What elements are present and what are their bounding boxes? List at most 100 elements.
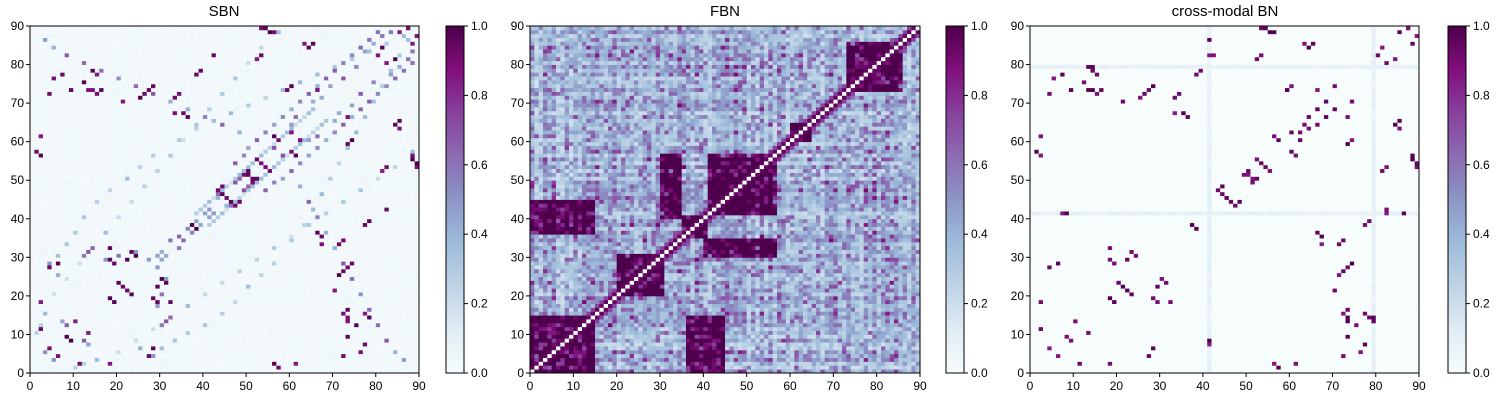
heatmap-cell xyxy=(410,184,415,188)
heatmap-cell xyxy=(324,250,329,254)
heatmap-cell xyxy=(371,219,376,223)
heatmap-cell xyxy=(358,180,363,184)
heatmap-cell xyxy=(30,338,35,342)
heatmap-cell xyxy=(82,338,87,342)
heatmap-cell xyxy=(65,176,70,180)
heatmap-cell xyxy=(190,226,195,230)
heatmap-cell xyxy=(341,203,346,207)
heatmap-cell xyxy=(116,346,121,350)
heatmap-cell xyxy=(39,161,44,165)
heatmap-cell xyxy=(324,334,329,338)
heatmap-cell xyxy=(380,300,385,304)
heatmap-cell xyxy=(242,253,247,257)
heatmap-cell xyxy=(402,277,407,281)
heatmap-cell xyxy=(164,200,169,204)
heatmap-cell xyxy=(255,238,260,242)
heatmap-cell xyxy=(121,242,126,246)
heatmap-cell xyxy=(246,304,251,308)
heatmap-cell xyxy=(129,307,134,311)
heatmap-cell xyxy=(56,284,61,288)
heatmap-cell xyxy=(410,200,415,204)
heatmap-cell xyxy=(302,165,307,169)
heatmap-cell xyxy=(259,304,264,308)
heatmap-cell xyxy=(125,169,130,173)
heatmap-cell xyxy=(134,246,139,250)
heatmap-cell xyxy=(255,346,260,350)
heatmap-cell xyxy=(354,277,359,281)
heatmap-cell xyxy=(212,261,217,265)
heatmap-cell xyxy=(341,196,346,200)
heatmap-cell xyxy=(307,288,312,292)
heatmap-cell xyxy=(298,238,303,242)
heatmap-cell xyxy=(268,253,273,257)
heatmap-cell xyxy=(233,203,238,207)
heatmap-cell xyxy=(56,188,61,192)
heatmap-cell xyxy=(39,277,44,281)
heatmap-cell xyxy=(164,246,169,250)
heatmap-cell xyxy=(233,338,238,342)
heatmap-cell xyxy=(307,284,312,288)
heatmap-cell xyxy=(263,192,268,196)
heatmap-cell xyxy=(376,327,381,331)
heatmap-cell xyxy=(246,173,251,177)
heatmap-cell xyxy=(333,253,338,257)
heatmap-cell xyxy=(207,219,212,223)
heatmap-cell xyxy=(268,280,273,284)
heatmap-cell xyxy=(371,203,376,207)
heatmap-cell xyxy=(393,311,398,315)
heatmap-cell xyxy=(402,327,407,331)
heatmap-cell xyxy=(259,265,264,269)
heatmap-cell xyxy=(173,188,178,192)
heatmap-cell xyxy=(268,307,273,311)
heatmap-cell xyxy=(65,238,70,242)
heatmap-cell xyxy=(363,215,368,219)
heatmap-cell xyxy=(311,311,316,315)
heatmap-cell xyxy=(168,334,173,338)
heatmap-cell xyxy=(294,242,299,246)
heatmap-cell xyxy=(125,292,130,296)
heatmap-cell xyxy=(34,273,39,277)
heatmap-cell xyxy=(30,284,35,288)
heatmap-cell xyxy=(69,284,74,288)
heatmap-cell xyxy=(190,280,195,284)
heatmap-cell xyxy=(160,188,165,192)
heatmap-cell xyxy=(142,211,147,215)
heatmap-cell xyxy=(134,188,139,192)
heatmap-cell xyxy=(116,242,121,246)
heatmap-cell xyxy=(263,234,268,238)
heatmap-cell xyxy=(116,354,121,358)
heatmap-cell xyxy=(242,188,247,192)
heatmap-cell xyxy=(376,180,381,184)
heatmap-cell xyxy=(328,307,333,311)
heatmap-cell xyxy=(350,196,355,200)
heatmap-cell xyxy=(397,234,402,238)
heatmap-cell xyxy=(402,354,407,358)
heatmap-cell xyxy=(229,315,234,319)
heatmap-cell xyxy=(328,311,333,315)
heatmap-cell xyxy=(272,203,277,207)
heatmap-cell xyxy=(39,311,44,315)
heatmap-cell xyxy=(181,203,186,207)
heatmap-cell xyxy=(225,338,230,342)
heatmap-cell xyxy=(220,157,225,161)
heatmap-cell xyxy=(276,350,281,354)
heatmap-cell xyxy=(181,246,186,250)
heatmap-cell xyxy=(199,238,204,242)
heatmap-cell xyxy=(354,257,359,261)
heatmap-cell xyxy=(294,165,299,169)
heatmap-cell xyxy=(125,250,130,254)
heatmap-cell xyxy=(52,307,57,311)
heatmap-cell xyxy=(203,331,208,335)
heatmap-cell xyxy=(406,223,411,227)
heatmap-cell xyxy=(168,253,173,257)
heatmap-cell xyxy=(289,307,294,311)
heatmap-cell xyxy=(181,327,186,331)
heatmap-cell xyxy=(56,169,61,173)
heatmap-cell xyxy=(65,304,70,308)
heatmap-cell xyxy=(333,173,338,177)
heatmap-cell xyxy=(324,319,329,323)
heatmap-cell xyxy=(95,315,100,319)
heatmap-cell xyxy=(376,265,381,269)
heatmap-cell xyxy=(39,300,44,304)
heatmap-cell xyxy=(311,273,316,277)
